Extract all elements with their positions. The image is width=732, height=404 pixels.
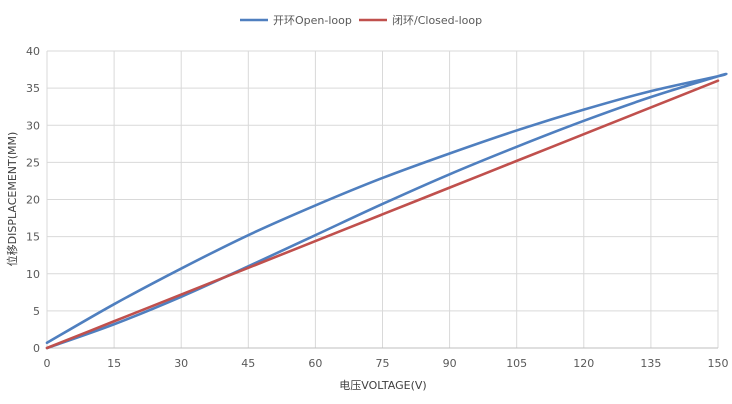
x-tick-label: 105 xyxy=(506,357,527,370)
legend-label-open-loop: 开环Open-loop xyxy=(273,14,352,27)
x-tick-label: 30 xyxy=(174,357,188,370)
x-axis-title: 电压VOLTAGE(V) xyxy=(339,379,426,392)
x-tick-label: 90 xyxy=(443,357,457,370)
x-tick-label: 45 xyxy=(241,357,255,370)
y-tick-label: 10 xyxy=(26,268,40,281)
x-tick-label: 60 xyxy=(308,357,322,370)
y-tick-label: 0 xyxy=(33,342,40,355)
y-axis: 0 5 10 15 20 25 30 35 40 xyxy=(26,45,40,355)
x-tick-label: 135 xyxy=(640,357,661,370)
y-tick-label: 40 xyxy=(26,45,40,58)
x-tick-label: 0 xyxy=(44,357,51,370)
x-axis: 0 15 30 45 60 75 90 105 120 135 150 xyxy=(44,347,729,370)
y-tick-label: 25 xyxy=(26,156,40,169)
x-tick-label: 120 xyxy=(573,357,594,370)
x-tick-label: 150 xyxy=(708,357,729,370)
y-tick-label: 35 xyxy=(26,82,40,95)
series-line-open-loop xyxy=(45,72,728,350)
y-axis-title: 位移DISPLACEMENT(MM) xyxy=(5,132,19,267)
legend-label-closed-loop: 闭环/Closed-loop xyxy=(392,14,482,27)
series-layer xyxy=(45,72,728,350)
y-tick-label: 15 xyxy=(26,231,40,244)
y-tick-label: 20 xyxy=(26,194,40,207)
gridlines xyxy=(46,50,719,348)
series-line-closed-loop xyxy=(45,79,720,350)
y-tick-label: 30 xyxy=(26,119,40,132)
legend: 开环Open-loop 闭环/Closed-loop xyxy=(240,14,482,27)
x-tick-label: 15 xyxy=(107,357,121,370)
x-tick-label: 75 xyxy=(376,357,390,370)
y-tick-label: 5 xyxy=(33,305,40,318)
